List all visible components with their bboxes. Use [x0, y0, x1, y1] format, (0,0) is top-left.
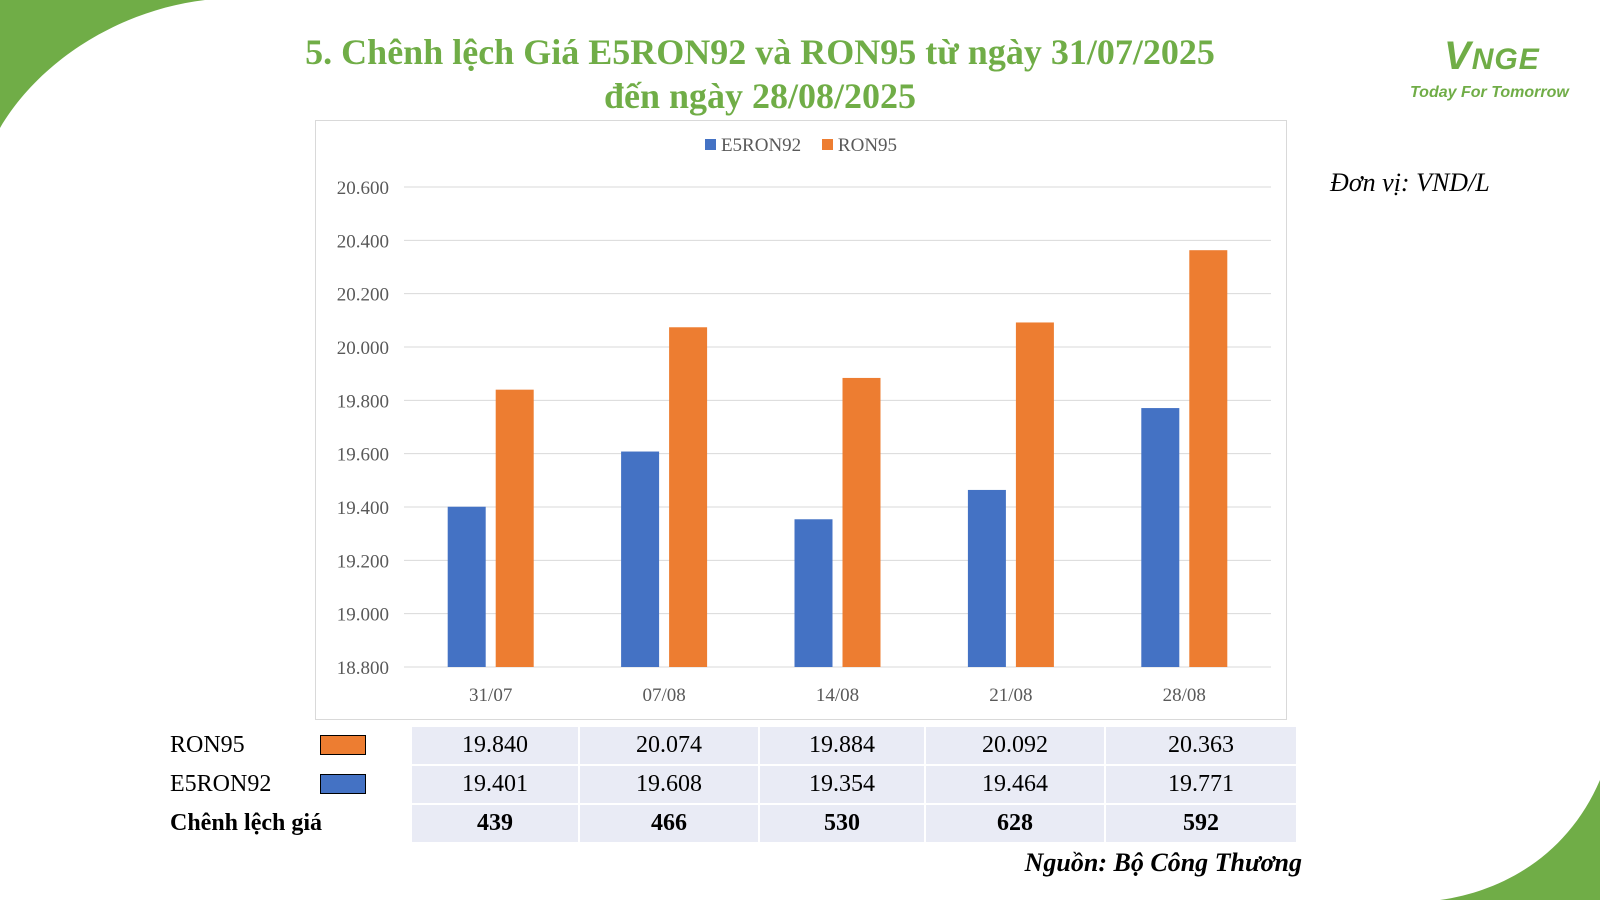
row-label-price-difference: Chênh lệch giá — [170, 803, 411, 842]
y-tick-label: 20.000 — [337, 338, 389, 359]
y-tick-label: 19.800 — [337, 391, 389, 412]
price-table: RON95 19.840 20.074 19.884 20.092 20.363… — [170, 727, 1296, 842]
bar-e5ron92-21-08 — [967, 489, 1006, 667]
table-cell: 19.840 — [410, 727, 579, 765]
table-cell: 530 — [758, 803, 925, 842]
bar-e5ron92-28-08 — [1141, 408, 1180, 667]
x-tick-label: 14/08 — [816, 685, 859, 706]
x-tick-label: 21/08 — [989, 685, 1032, 706]
title-line-1: 5. Chênh lệch Giá E5RON92 và RON95 từ ng… — [305, 32, 1215, 72]
logo-mark: VNGE — [1444, 34, 1540, 78]
table-cell: 19.884 — [758, 727, 925, 765]
legend-label-ron95: RON95 — [837, 135, 898, 156]
y-tick-label: 18.800 — [337, 658, 389, 679]
table-row-e5ron92: E5RON92 19.401 19.608 19.354 19.464 19.7… — [170, 764, 1296, 804]
source-note: Nguồn: Bộ Công Thương — [1024, 848, 1302, 877]
legend-item-ron95: RON95 — [821, 135, 898, 157]
table-cell: 20.363 — [1104, 727, 1296, 765]
bar-ron95-31-07 — [495, 389, 534, 667]
bar-e5ron92-31-07 — [447, 506, 486, 667]
bar-ron95-28-08 — [1189, 250, 1228, 667]
y-tick-label: 20.200 — [337, 285, 389, 306]
table-cell: 19.771 — [1104, 764, 1296, 804]
table-cell: 19.401 — [410, 764, 579, 804]
bar-e5ron92-14-08 — [794, 519, 833, 667]
bar-ron95-14-08 — [842, 377, 881, 667]
vnge-logo: VNGE Today For Tomorrow — [1400, 20, 1580, 110]
bar-e5ron92-07-08 — [621, 451, 660, 667]
chart-legend: E5RON92 RON95 — [316, 135, 1286, 157]
table-cell: 592 — [1104, 803, 1296, 842]
bar-ron95-21-08 — [1015, 322, 1054, 667]
legend-label-e5ron92: E5RON92 — [720, 135, 802, 156]
y-tick-label: 19.200 — [337, 551, 389, 572]
row-label-e5ron92: E5RON92 — [170, 771, 272, 797]
bar-chart: E5RON92 RON95 18.800 19.000 19.200 19.400 19… — [315, 120, 1287, 720]
table-cell: 19.354 — [758, 764, 925, 804]
x-tick-label: 31/07 — [469, 685, 512, 706]
legend-swatch-e5ron92 — [704, 139, 716, 150]
table-cell: 20.092 — [924, 727, 1105, 765]
unit-label: Đơn vị: VND/L — [1330, 168, 1490, 197]
corner-decoration-top-left — [0, 0, 205, 128]
logo-tagline: Today For Tomorrow — [1410, 84, 1569, 101]
x-tick-label: 07/08 — [642, 685, 685, 706]
y-tick-label: 19.400 — [337, 498, 389, 519]
table-row-price-difference: Chênh lệch giá 439 466 530 628 592 — [170, 803, 1296, 842]
table-cell: 20.074 — [578, 727, 759, 765]
table-cell: 466 — [578, 803, 759, 842]
corner-decoration-bottom-right — [1440, 780, 1600, 900]
y-tick-label: 19.000 — [337, 605, 389, 626]
legend-item-e5ron92: E5RON92 — [704, 135, 802, 157]
chart-plot: 18.800 19.000 19.200 19.400 19.600 19.800 20.0… — [337, 178, 1271, 706]
table-cell: 19.608 — [578, 764, 759, 804]
page-title: 5. Chênh lệch Giá E5RON92 và RON95 từ ng… — [230, 30, 1290, 118]
table-cell: 628 — [924, 803, 1105, 842]
row-label-ron95: RON95 — [170, 732, 245, 758]
bar-ron95-07-08 — [669, 327, 708, 667]
swatch-e5ron92 — [320, 774, 366, 794]
x-tick-label: 28/08 — [1163, 685, 1206, 706]
table-row-ron95: RON95 19.840 20.074 19.884 20.092 20.363 — [170, 727, 1296, 765]
y-tick-label: 20.400 — [337, 231, 389, 252]
title-line-2: đến ngày 28/08/2025 — [603, 76, 917, 116]
y-tick-label: 19.600 — [337, 445, 389, 466]
y-tick-label: 20.600 — [337, 178, 389, 199]
swatch-ron95 — [320, 735, 366, 755]
table-cell: 19.464 — [924, 764, 1105, 804]
legend-swatch-ron95 — [821, 139, 833, 150]
table-cell: 439 — [410, 803, 579, 842]
